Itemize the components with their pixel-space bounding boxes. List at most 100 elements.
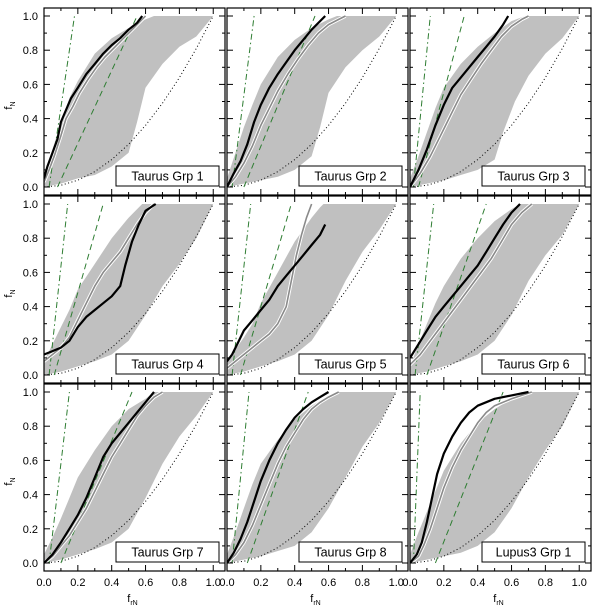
x-axis-title: frN	[127, 593, 137, 607]
x-tick-label: 0.8	[355, 577, 370, 589]
dotted-reference-line	[227, 203, 397, 376]
panel: Taurus Grp 1	[43, 7, 226, 196]
panels-layer: Taurus Grp 1 Taurus Grp 2 Taurus Grp 3 Taur…	[43, 7, 592, 572]
black-curve	[44, 391, 155, 564]
x-axis-title-main: f	[310, 593, 314, 605]
envelope-band	[44, 392, 214, 563]
panel-label-text: Taurus Grp 8	[314, 546, 386, 560]
dotted-reference-line	[410, 203, 580, 376]
dotted-reference-line	[227, 15, 397, 188]
x-axis-title-main: f	[493, 593, 497, 605]
y-axis-title-main: f	[3, 294, 15, 298]
panel-label-text: Taurus Grp 7	[131, 546, 203, 560]
y-axis-title-sub: N	[10, 101, 17, 106]
y-tick-label: 1.0	[23, 387, 38, 399]
grey-curve	[410, 203, 533, 366]
panel-plot-area	[410, 390, 580, 565]
panel-label-box	[481, 541, 586, 563]
panel-label-box	[298, 541, 403, 563]
green-dashdot-line	[231, 15, 255, 188]
green-dashdot-line	[231, 391, 250, 564]
black-curve	[44, 15, 144, 179]
x-tick-label: 0.4	[287, 577, 302, 589]
y-tick-label: 1.0	[23, 199, 38, 211]
y-tick-label: 0.6	[23, 267, 38, 279]
panel-label-text: Taurus Grp 5	[314, 358, 386, 372]
panel-label: Taurus Grp 8	[298, 541, 403, 563]
panel: Taurus Grp 8	[226, 383, 409, 572]
envelope-band	[227, 16, 397, 187]
x-tick-label: 1.0	[572, 577, 587, 589]
dotted-reference-line	[44, 15, 214, 188]
y-tick-label: 0.6	[23, 79, 38, 91]
y-tick-label: 0.2	[23, 148, 38, 160]
green-dashed-line	[243, 15, 316, 188]
panel: Taurus Grp 3	[409, 7, 592, 196]
x-axis-title-sub: rN	[313, 600, 320, 607]
green-dashed-line	[246, 391, 309, 564]
x-tick-label: 0.2	[70, 577, 85, 589]
panel-label: Lupus3 Grp 1	[481, 541, 586, 563]
green-dashed-line	[60, 391, 133, 564]
dotted-reference-line	[410, 15, 580, 188]
x-tick-label: 0.2	[253, 577, 268, 589]
y-tick-label: 0.0	[23, 370, 38, 382]
black-curve	[410, 390, 529, 564]
black-curve	[227, 224, 327, 362]
grey-curve	[44, 15, 147, 183]
panel-plot-area	[44, 390, 214, 565]
y-tick-label: 0.0	[23, 558, 38, 570]
panel-plot-area	[410, 202, 580, 376]
panel-label-box	[298, 353, 403, 375]
y-tick-label: 0.4	[23, 114, 38, 126]
grey-curve	[44, 391, 163, 564]
x-tick-label: 0.6	[504, 577, 519, 589]
green-dashed-line	[57, 15, 138, 188]
dotted-reference-line	[44, 391, 214, 564]
y-tick-label: 0.4	[23, 490, 38, 502]
envelope-band	[410, 204, 580, 375]
x-axis-title: frN	[310, 593, 320, 607]
x-tick-label: 0.0	[402, 577, 417, 589]
panel: Taurus Grp 5	[226, 195, 409, 384]
panel-label-text: Taurus Grp 1	[131, 170, 203, 184]
y-axis-title-main: f	[3, 482, 15, 486]
grey-curve	[410, 15, 529, 188]
panel-label: Taurus Grp 2	[298, 165, 403, 187]
y-tick-label: 0.4	[23, 302, 38, 314]
y-axis-title-sub: N	[10, 477, 17, 482]
x-tick-label: 0.6	[138, 577, 153, 589]
black-curve	[410, 203, 521, 359]
dotted-reference-line	[410, 391, 580, 564]
panel-label-text: Taurus Grp 2	[314, 170, 386, 184]
panel-label-text: Lupus3 Grp 1	[496, 546, 572, 560]
panel-label-box	[115, 541, 220, 563]
y-tick-label: 0.8	[23, 45, 38, 57]
y-tick-label: 0.8	[23, 421, 38, 433]
black-curve	[44, 203, 157, 356]
x-tick-label: 1.0	[389, 577, 404, 589]
panel-label-box	[115, 353, 220, 375]
panel-plot-area	[227, 203, 397, 376]
x-tick-label: 1.0	[206, 577, 221, 589]
panel-plot-area	[44, 14, 214, 188]
green-dashdot-line	[412, 391, 421, 564]
x-tick-label: 0.0	[36, 577, 51, 589]
envelope-band	[410, 16, 580, 187]
y-tick-label: 0.6	[23, 455, 38, 467]
envelope-band	[44, 16, 214, 187]
black-curve	[227, 15, 326, 188]
y-tick-label: 0.2	[23, 336, 38, 348]
grey-curve	[410, 391, 533, 564]
panel-label-text: Taurus Grp 3	[497, 170, 569, 184]
panel: Taurus Grp 4	[43, 195, 226, 384]
panel-label-box	[298, 165, 403, 187]
x-axis-title-sub: rN	[496, 600, 503, 607]
y-axis-title: fN	[3, 289, 17, 297]
panel-label: Taurus Grp 4	[115, 353, 220, 375]
x-tick-label: 0.4	[104, 577, 119, 589]
panel-label-box	[115, 165, 220, 187]
panel-label-text: Taurus Grp 4	[131, 358, 203, 372]
black-curve	[227, 391, 330, 564]
